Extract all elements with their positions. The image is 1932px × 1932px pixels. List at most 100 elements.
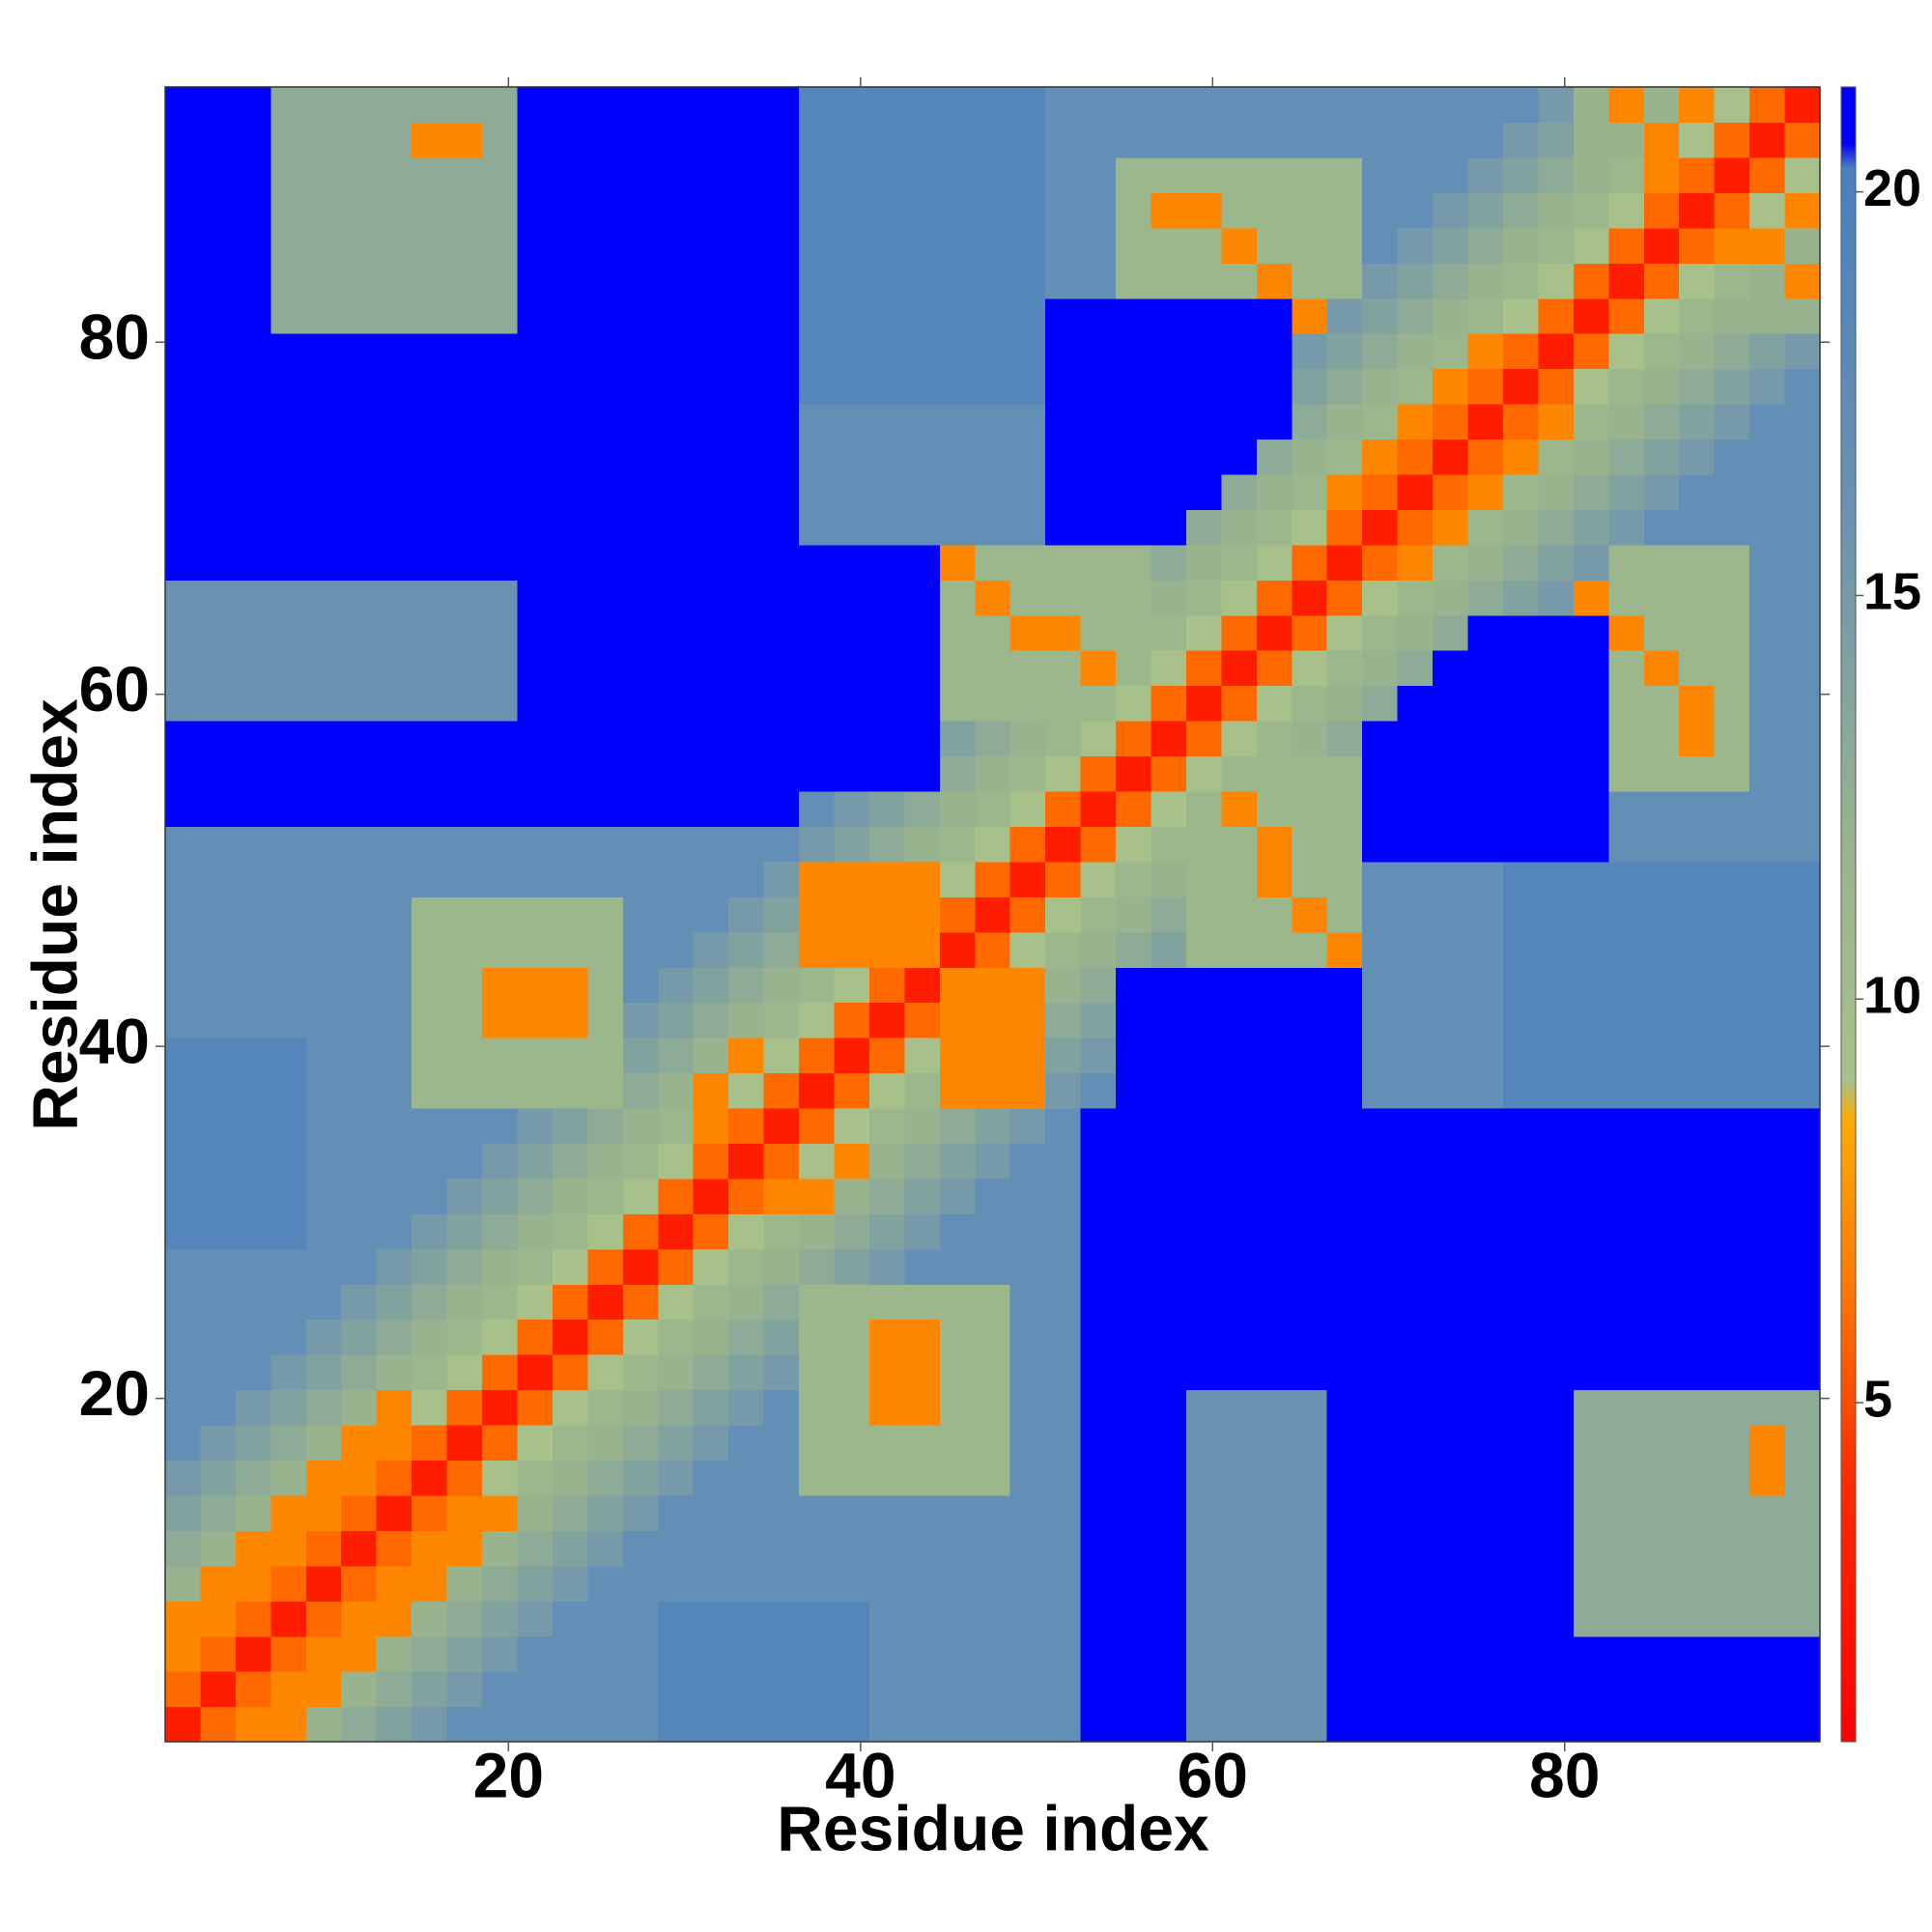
heatmap-cell (1185, 333, 1223, 370)
heatmap-cell (587, 368, 624, 405)
heatmap-cell (376, 931, 412, 968)
heatmap-cell (1221, 1706, 1258, 1743)
heatmap-cell (1502, 1671, 1540, 1708)
heatmap-cell (1467, 1248, 1504, 1285)
heatmap-cell (939, 1143, 976, 1179)
heatmap-cell (693, 826, 729, 863)
heatmap-cell (1714, 1143, 1750, 1179)
heatmap-cell (1679, 333, 1716, 370)
heatmap-cell (341, 755, 378, 792)
heatmap-cell (1502, 404, 1540, 440)
heatmap-cell (1538, 755, 1575, 792)
heatmap-cell (552, 790, 588, 827)
heatmap-cell (235, 826, 271, 863)
heatmap-cell (1009, 1248, 1046, 1285)
heatmap-cell (517, 1002, 554, 1038)
heatmap-cell (1538, 580, 1575, 616)
heatmap-cell (412, 1460, 448, 1496)
heatmap-cell (270, 298, 307, 334)
heatmap-cell (904, 544, 941, 581)
heatmap-cell (1714, 1284, 1750, 1321)
heatmap-cell (1397, 685, 1434, 722)
heatmap-cell (1749, 544, 1786, 581)
heatmap-cell (1643, 1389, 1680, 1426)
heatmap-cell (1679, 896, 1716, 933)
heatmap-cell (1467, 1565, 1504, 1602)
heatmap-cell (165, 156, 202, 193)
heatmap-cell (1784, 1494, 1821, 1531)
heatmap-cell (1784, 967, 1821, 1004)
heatmap-cell (693, 614, 729, 651)
heatmap-cell (1292, 1213, 1328, 1250)
heatmap-cell (1080, 1601, 1117, 1637)
heatmap-cell (1080, 263, 1117, 299)
heatmap-cell (1362, 896, 1399, 933)
heatmap-cell (552, 1601, 588, 1637)
heatmap-cell (1749, 1143, 1786, 1179)
heatmap-cell (482, 1565, 519, 1602)
heatmap-cell (305, 861, 342, 897)
heatmap-cell (200, 896, 237, 933)
heatmap-cell (1433, 509, 1469, 546)
heatmap-cell (939, 122, 976, 158)
heatmap-cell (1749, 721, 1786, 757)
heatmap-cell (341, 1389, 378, 1426)
heatmap-cell (552, 896, 588, 933)
heatmap-cell (412, 931, 448, 968)
heatmap-cell (1362, 755, 1399, 792)
heatmap-cell (1714, 156, 1750, 193)
heatmap-cell (693, 1107, 729, 1145)
heatmap-cell (1749, 685, 1786, 722)
heatmap-cell (165, 580, 202, 616)
heatmap-cell (1749, 1494, 1786, 1531)
heatmap-cell (1116, 404, 1152, 440)
heatmap-cell (1116, 1389, 1152, 1426)
heatmap-cell (1467, 1460, 1504, 1496)
heatmap-cell (482, 333, 519, 370)
heatmap-cell (1221, 1494, 1258, 1531)
heatmap-cell (1784, 1460, 1821, 1496)
heatmap-cell (1679, 1354, 1716, 1391)
heatmap-cell (305, 721, 342, 757)
heatmap-cell (658, 1671, 695, 1708)
heatmap-cell (1749, 861, 1786, 897)
heatmap-cell (1292, 580, 1328, 616)
heatmap-cell (517, 1635, 554, 1672)
heatmap-cell (446, 861, 483, 897)
heatmap-cell (728, 473, 765, 510)
heatmap-cell (1362, 1706, 1399, 1743)
heatmap-cell (412, 721, 448, 757)
heatmap-cell (1784, 1002, 1821, 1038)
heatmap-cell (270, 1107, 307, 1145)
heatmap-cell (1292, 368, 1328, 405)
heatmap-cell (1116, 1635, 1152, 1672)
heatmap-cell (200, 650, 237, 687)
heatmap-cell (376, 896, 412, 933)
heatmap-cell (1397, 122, 1434, 158)
heatmap-cell (1326, 1601, 1363, 1637)
heatmap-cell (1080, 1389, 1117, 1426)
heatmap-cell (235, 298, 271, 334)
heatmap-cell (939, 1494, 976, 1531)
heatmap-cell (1538, 87, 1575, 124)
heatmap-cell (622, 1424, 659, 1462)
heatmap-cell (1009, 333, 1046, 370)
heatmap-cell (1116, 1319, 1152, 1355)
heatmap-cell (1643, 333, 1680, 370)
heatmap-cell (235, 790, 271, 827)
heatmap-cell (200, 156, 237, 193)
heatmap-cell (1185, 1319, 1223, 1355)
heatmap-cell (165, 1565, 202, 1602)
heatmap-cell (1292, 1072, 1328, 1109)
heatmap-cell (1326, 685, 1363, 722)
heatmap-cell (1433, 192, 1469, 229)
heatmap-cell (1292, 333, 1328, 370)
heatmap-cell (622, 1037, 659, 1074)
heatmap-cell (1116, 1143, 1152, 1179)
heatmap-cell (939, 1284, 976, 1321)
heatmap-cell (305, 1002, 342, 1038)
heatmap-cell (1608, 1178, 1645, 1214)
heatmap-cell (1714, 861, 1750, 897)
heatmap-cell (939, 1213, 976, 1250)
heatmap-cell (376, 1213, 412, 1250)
